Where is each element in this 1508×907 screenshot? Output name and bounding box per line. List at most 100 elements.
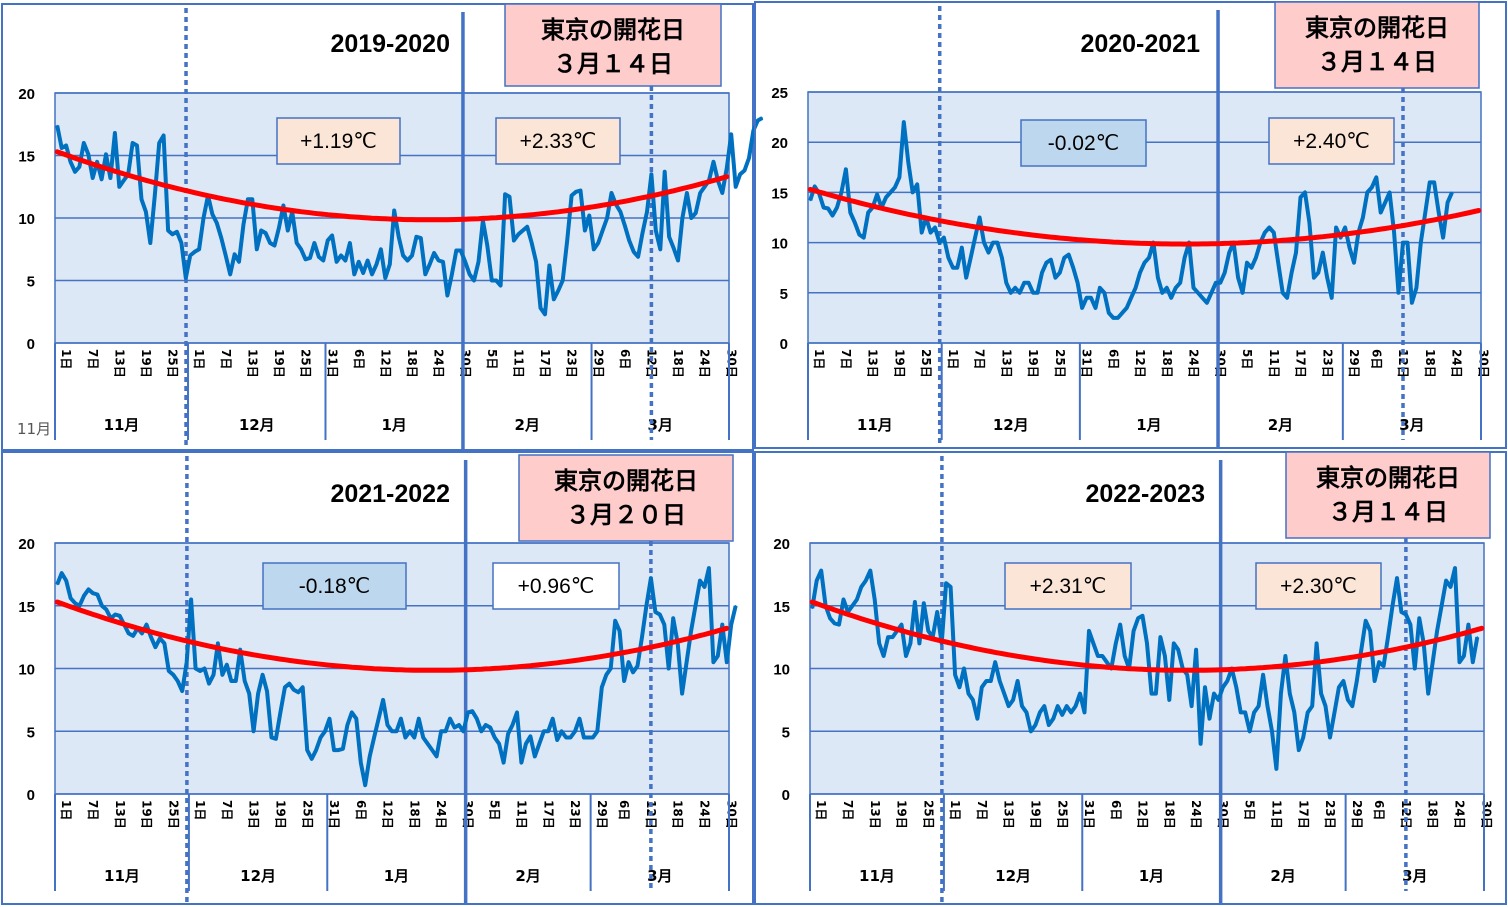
temperature-point (983, 241, 985, 244)
temperature-point (1433, 181, 1435, 184)
temperature-point (313, 242, 316, 244)
temperature-point (1335, 226, 1337, 229)
x-tick-label: 23日 (568, 800, 582, 829)
daily-temperature-line (55, 116, 764, 317)
temperature-point (269, 242, 271, 244)
x-tick-label: 1日 (193, 800, 207, 820)
temperature-point (1379, 211, 1382, 214)
month-label: 3月 (1402, 867, 1427, 885)
chart-panel-4: 0 5 10 15 20 11月 1日 7日 13日 19日 25日 12月 1日 7日 13日 19日 25日… (754, 451, 1507, 905)
temperature-point (918, 642, 921, 645)
temperature-point (1012, 699, 1014, 701)
temperature-point (1235, 686, 1238, 689)
temperature-point (1262, 674, 1264, 676)
x-tick-label: 5日 (1240, 349, 1254, 369)
bloom-date-box (1285, 451, 1491, 539)
x-tick-label: 25日 (166, 800, 180, 829)
temperature-point (516, 711, 518, 714)
temperature-point (813, 185, 816, 188)
y-tick-label: 20 (18, 536, 35, 553)
temperature-point (1125, 307, 1128, 309)
temperature-point (1289, 692, 1291, 695)
month-label: 3月 (648, 416, 673, 434)
temperature-point (578, 717, 581, 720)
temperature-point (525, 743, 527, 745)
temperature-point (972, 699, 974, 701)
x-tick-label: 1日 (59, 349, 73, 369)
temperature-point (176, 680, 179, 682)
temperature-point (681, 692, 683, 695)
temperature-point (507, 733, 509, 735)
temperature-point (1134, 287, 1137, 289)
temperature-point (1206, 302, 1208, 304)
x-tick-label: 12日 (1399, 800, 1413, 829)
temperature-point (712, 661, 715, 663)
temperature-point (811, 607, 813, 610)
temperature-point (1130, 297, 1132, 299)
temperature-point (340, 254, 342, 257)
temperature-point (646, 211, 648, 213)
temperature-point (511, 724, 514, 726)
temperature-point (1286, 297, 1288, 299)
temperature-point (1273, 231, 1275, 234)
temperature-point (978, 216, 981, 219)
x-tick-label: 30日 (1476, 349, 1490, 378)
temperature-point (136, 144, 138, 147)
x-tick-label: 18日 (1162, 800, 1176, 829)
temperature-point (1268, 226, 1271, 229)
temperature-point (1284, 655, 1287, 657)
temperature-point (304, 258, 307, 261)
temperature-point (1074, 705, 1077, 707)
temperature-point (965, 276, 967, 279)
temperature-point (1034, 724, 1037, 726)
temperature-point (1070, 711, 1072, 714)
x-tick-label: 29日 (591, 349, 605, 378)
temperature-point (1414, 667, 1416, 670)
y-tick-label: 15 (18, 599, 35, 616)
temperature-point (1001, 256, 1003, 259)
temperature-point (717, 655, 719, 657)
temperature-point (1170, 297, 1172, 299)
temperature-point (78, 605, 81, 607)
anomaly-label: -0.02℃ (1048, 132, 1119, 155)
temperature-point (293, 689, 295, 691)
temperature-point (198, 248, 200, 251)
temperature-point (100, 178, 103, 181)
temperature-point (645, 605, 648, 607)
temperature-point (873, 598, 876, 601)
temperature-point (273, 244, 276, 247)
temperature-point (109, 177, 112, 179)
temperature-point (1085, 297, 1088, 299)
temperature-point (1025, 711, 1028, 714)
temperature-point (1226, 680, 1229, 682)
temperature-point (145, 211, 147, 213)
temperature-point (1197, 292, 1199, 294)
temperature-point (220, 237, 223, 239)
trend-line (807, 186, 1482, 247)
x-tick-label: 11日 (1267, 349, 1281, 378)
temperature-point (1146, 642, 1148, 645)
temperature-point (587, 736, 590, 739)
x-tick-label: 25日 (299, 349, 313, 378)
temperature-point (730, 623, 732, 626)
temperature-point (1076, 282, 1079, 284)
temperature-point (1192, 287, 1195, 289)
y-tick-label: 0 (27, 787, 35, 804)
temperature-point (122, 179, 125, 182)
month-label: 12月 (995, 867, 1031, 885)
x-tick-label: 18日 (405, 349, 419, 378)
temperature-point (592, 736, 594, 739)
temperature-point (149, 242, 152, 244)
temperature-point (1119, 623, 1121, 626)
x-tick-label: 13日 (112, 349, 126, 378)
temperature-point (380, 248, 382, 251)
temperature-point (934, 226, 936, 229)
temperature-point (342, 748, 344, 750)
x-tick-label: 30日 (461, 800, 475, 829)
x-tick-label: 29日 (595, 800, 609, 829)
temperature-point (402, 254, 404, 257)
temperature-point (1313, 276, 1315, 279)
temperature-point (351, 711, 353, 714)
anomaly-box (262, 562, 407, 610)
y-tick-label: 25 (771, 85, 788, 102)
